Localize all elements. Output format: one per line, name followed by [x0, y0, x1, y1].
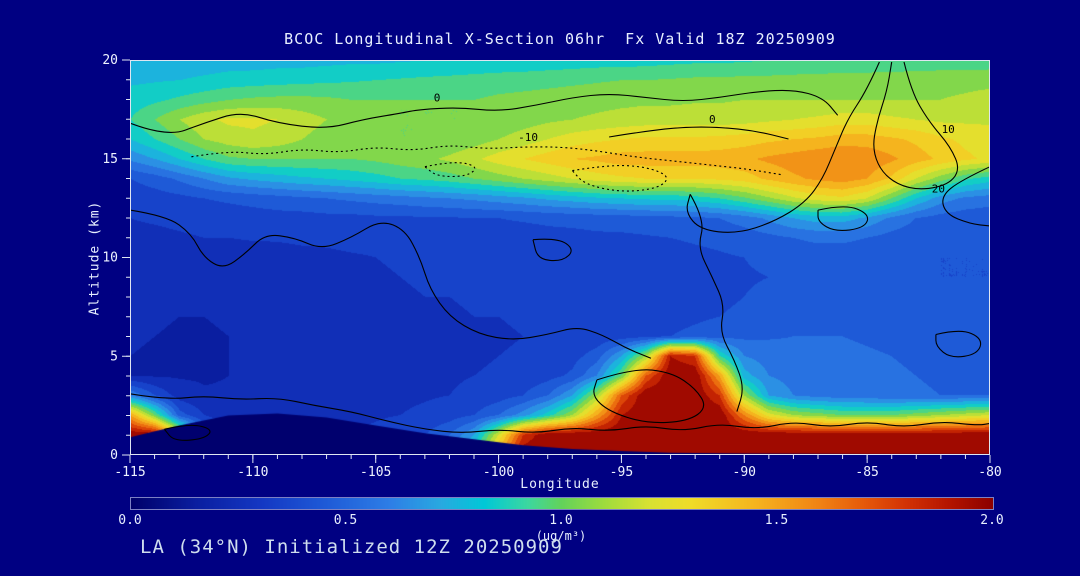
chart-title: BCOC Longitudinal X-Section 06hr Fx Vali…: [284, 30, 836, 48]
svg-text:0: 0: [434, 92, 441, 105]
init-annotation: LA (34°N) Initialized 12Z 20250909: [140, 536, 563, 558]
colorbar-tick-label: 0.0: [118, 513, 142, 528]
colorbar-tick-label: 1.0: [549, 513, 573, 528]
colorbar-tick-label: 2.0: [980, 513, 1004, 528]
colorbar-ticks: 0.0 0.5 1.0 1.5 2.0: [118, 513, 1003, 529]
contour-overlay: 0 0 -10 10 20: [130, 60, 990, 455]
svg-text:15: 15: [102, 152, 118, 167]
y-axis-title: Altitude (km): [87, 200, 103, 316]
svg-text:0: 0: [110, 448, 118, 463]
svg-text:20: 20: [932, 182, 945, 195]
svg-text:0: 0: [709, 113, 716, 126]
colorbar-canvas: [131, 498, 993, 509]
svg-text:20: 20: [102, 53, 118, 68]
colorbar-units: (ug/m³): [535, 529, 587, 543]
heatmap-canvas: [130, 60, 990, 455]
svg-text:5: 5: [110, 349, 118, 364]
svg-text:-10: -10: [518, 131, 538, 144]
plot-area: 0 0 -10 10 20: [130, 60, 990, 455]
colorbar-tick-label: 0.5: [333, 513, 358, 528]
colorbar: [130, 497, 994, 510]
colorbar-tick-label: 1.5: [764, 513, 789, 528]
svg-text:10: 10: [102, 251, 118, 266]
x-axis-title: Longitude: [520, 477, 600, 492]
svg-text:10: 10: [942, 123, 955, 136]
